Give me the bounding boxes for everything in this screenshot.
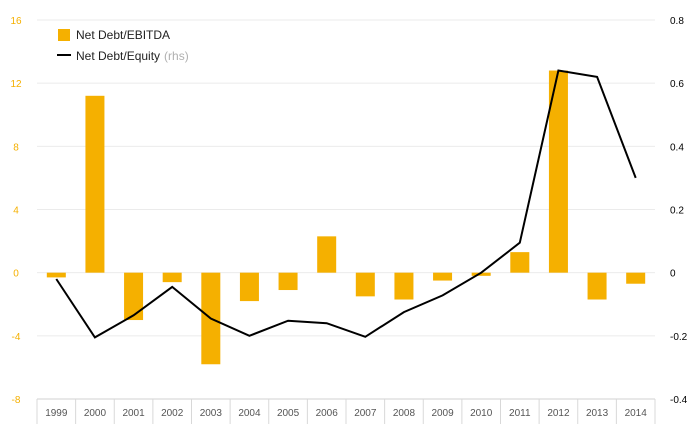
y-left-tick-label: -4 [12,332,21,343]
bar [626,272,646,284]
x-tick-label: 2011 [509,408,531,419]
line-series-net-debt-equity [55,69,637,339]
bar [394,272,414,300]
x-axis: 1999 2000 2001 2002 2003 2004 2005 2006 2007 2008… [36,398,656,424]
bar [162,272,182,283]
bar [124,272,144,321]
legend-swatch-net-debt-ebitda [58,29,70,41]
y-right-tick-label: 0 [670,269,676,280]
y-left-tick-label: 0 [13,269,19,280]
bar [317,236,337,273]
y-right-tick-label: 0.4 [670,142,684,153]
y-left-tick-label: -8 [12,395,21,406]
x-tick-label: 2008 [393,408,416,419]
legend: Net Debt/EBITDA Net Debt/Equity (rhs) [57,28,189,63]
y-axis-left: -8 -4 0 4 8 12 16 [10,16,22,406]
y-right-tick-label: -0.4 [670,395,688,406]
x-tick-label: 2001 [122,408,145,419]
legend-label-rhs: (rhs) [164,49,189,63]
bar [46,272,66,278]
bar [278,272,298,291]
bar [85,95,105,273]
x-tick-label: 2012 [547,408,570,419]
bar [355,272,375,297]
x-tick-label: 2010 [470,408,493,419]
y-left-tick-label: 4 [13,206,19,217]
line-path [55,69,637,339]
legend-label-net-debt-equity-text: Net Debt/Equity [76,49,160,63]
y-left-tick-label: 12 [10,79,22,90]
bar [471,272,491,276]
x-tick-label: 2014 [625,408,648,419]
y-axis-right: -0.4 -0.2 0 0.2 0.4 0.6 0.8 [670,16,688,406]
bar-series-net-debt-ebitda [46,70,646,365]
x-tick-label: 2013 [586,408,609,419]
x-tick-label: 2005 [277,408,300,419]
legend-label-net-debt-ebitda: Net Debt/EBITDA [76,28,170,42]
bar [239,272,259,302]
y-left-tick-label: 8 [13,142,19,153]
y-right-tick-label: 0.6 [670,79,684,90]
y-right-tick-label: -0.2 [670,332,688,343]
bar [433,272,453,281]
y-left-tick-label: 16 [10,16,22,27]
x-tick-label: 2000 [84,408,107,419]
x-tick-label: 2007 [354,408,377,419]
x-tick-label: 2009 [431,408,454,419]
x-tick-label: 2004 [238,408,261,419]
x-tick-label: 1999 [45,408,68,419]
legend-label-net-debt-equity: Net Debt/Equity (rhs) [76,49,189,63]
bar [510,252,530,273]
bar [587,272,607,300]
y-right-tick-label: 0.2 [670,206,684,217]
x-tick-label: 2002 [161,408,184,419]
x-tick-label: 2006 [316,408,339,419]
y-right-tick-label: 0.8 [670,16,684,27]
bar [548,70,568,273]
x-tick-label: 2003 [200,408,223,419]
